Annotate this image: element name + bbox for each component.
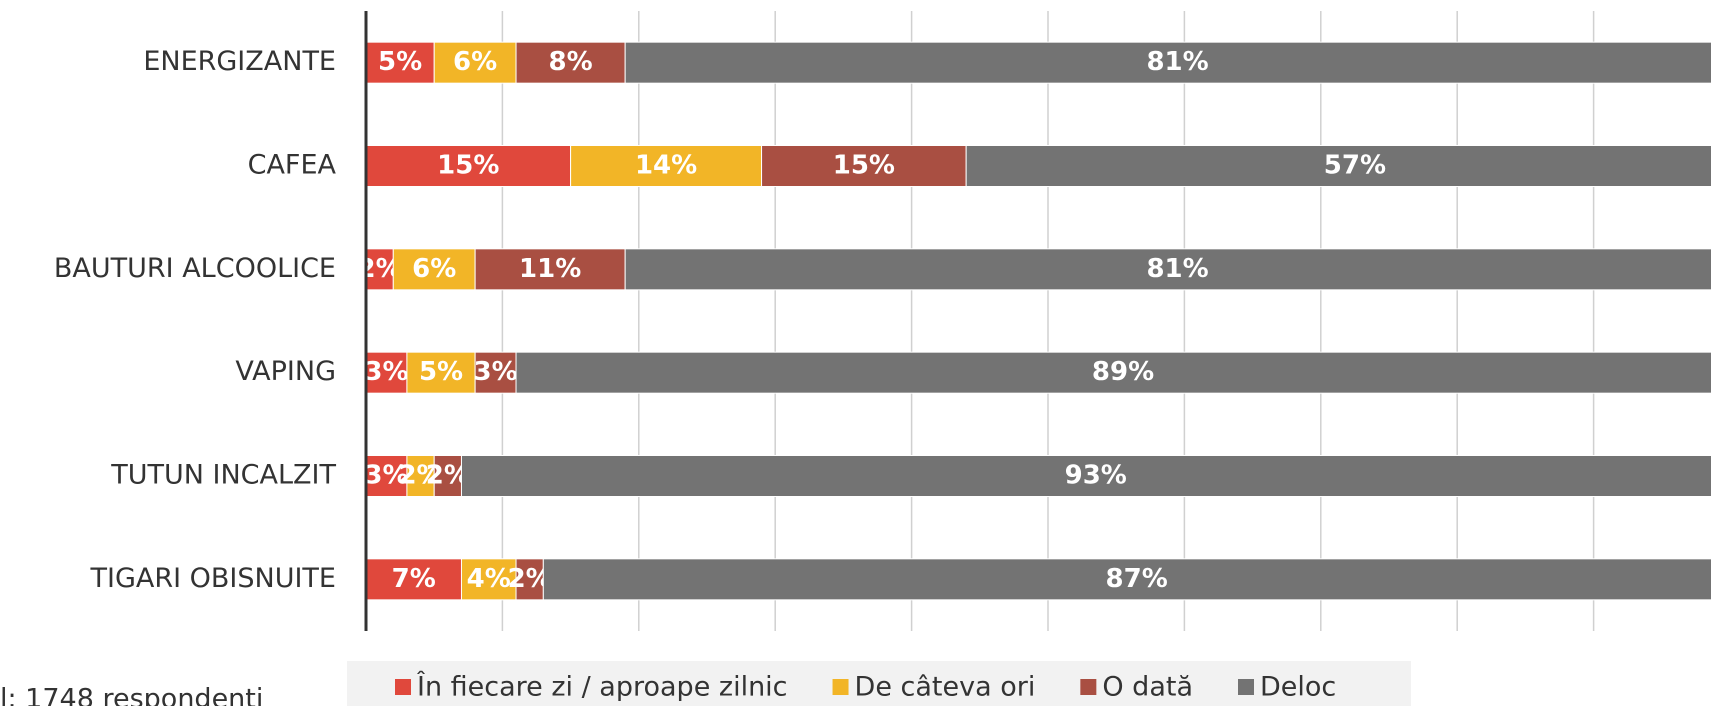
- bar-segment: [542, 558, 1711, 601]
- category-label: BAUTURI ALCOOLICE: [54, 253, 336, 284]
- bar-segment: [406, 351, 476, 394]
- bar-segment: [460, 455, 1711, 497]
- value-label: 4%: [467, 564, 511, 594]
- value-label: 14%: [635, 151, 697, 181]
- value-label: 15%: [833, 151, 895, 181]
- category-label: ENERGIZANTE: [143, 46, 336, 77]
- legend-swatch: [832, 679, 849, 695]
- bar-segment: [433, 455, 462, 497]
- value-label: 11%: [519, 254, 581, 284]
- value-label: 5%: [419, 357, 463, 387]
- bar-segment: [515, 41, 626, 84]
- value-label: 3%: [364, 461, 408, 491]
- legend-swatch: [1080, 679, 1097, 695]
- value-label: 3%: [474, 357, 518, 387]
- bar-segment: [515, 351, 1711, 394]
- value-label: 7%: [392, 564, 436, 594]
- value-label: 5%: [378, 47, 422, 77]
- value-label: 93%: [1065, 461, 1127, 491]
- value-label: 3%: [364, 357, 408, 387]
- value-label: 6%: [412, 254, 456, 284]
- legend-label: O dată: [1102, 672, 1193, 703]
- bar-segment: [460, 558, 517, 601]
- bar-segment: [392, 248, 476, 291]
- value-label: 89%: [1092, 357, 1154, 387]
- bar-segment: [624, 41, 1711, 84]
- value-label: 81%: [1146, 47, 1208, 77]
- value-label: 8%: [549, 47, 593, 77]
- bar-segment: [624, 248, 1711, 291]
- legend-swatch: [395, 679, 411, 695]
- category-label: TIGARI OBISNUITE: [89, 563, 336, 594]
- bar-segment: [761, 145, 967, 187]
- category-label: CAFEA: [248, 150, 337, 181]
- legend-label: De câteva ori: [855, 672, 1036, 703]
- value-label: 87%: [1106, 564, 1168, 594]
- value-label: 6%: [453, 47, 497, 77]
- legend-swatch: [1238, 679, 1254, 695]
- value-label: 57%: [1324, 151, 1386, 181]
- bar-segment: [965, 145, 1711, 187]
- value-label: 81%: [1146, 254, 1208, 284]
- bar-segment: [515, 558, 544, 601]
- note: l: 1748 respondenti: [0, 684, 263, 706]
- value-label: 15%: [437, 151, 499, 181]
- category-label: TUTUN INCALZIT: [110, 460, 336, 491]
- bar-segment: [474, 248, 626, 291]
- legend-label: În fiecare zi / aproape zilnic: [416, 671, 788, 703]
- legend-box: [347, 661, 1411, 706]
- bar-segment: [433, 41, 517, 84]
- category-label: VAPING: [235, 356, 336, 387]
- legend-label: Deloc: [1260, 672, 1336, 703]
